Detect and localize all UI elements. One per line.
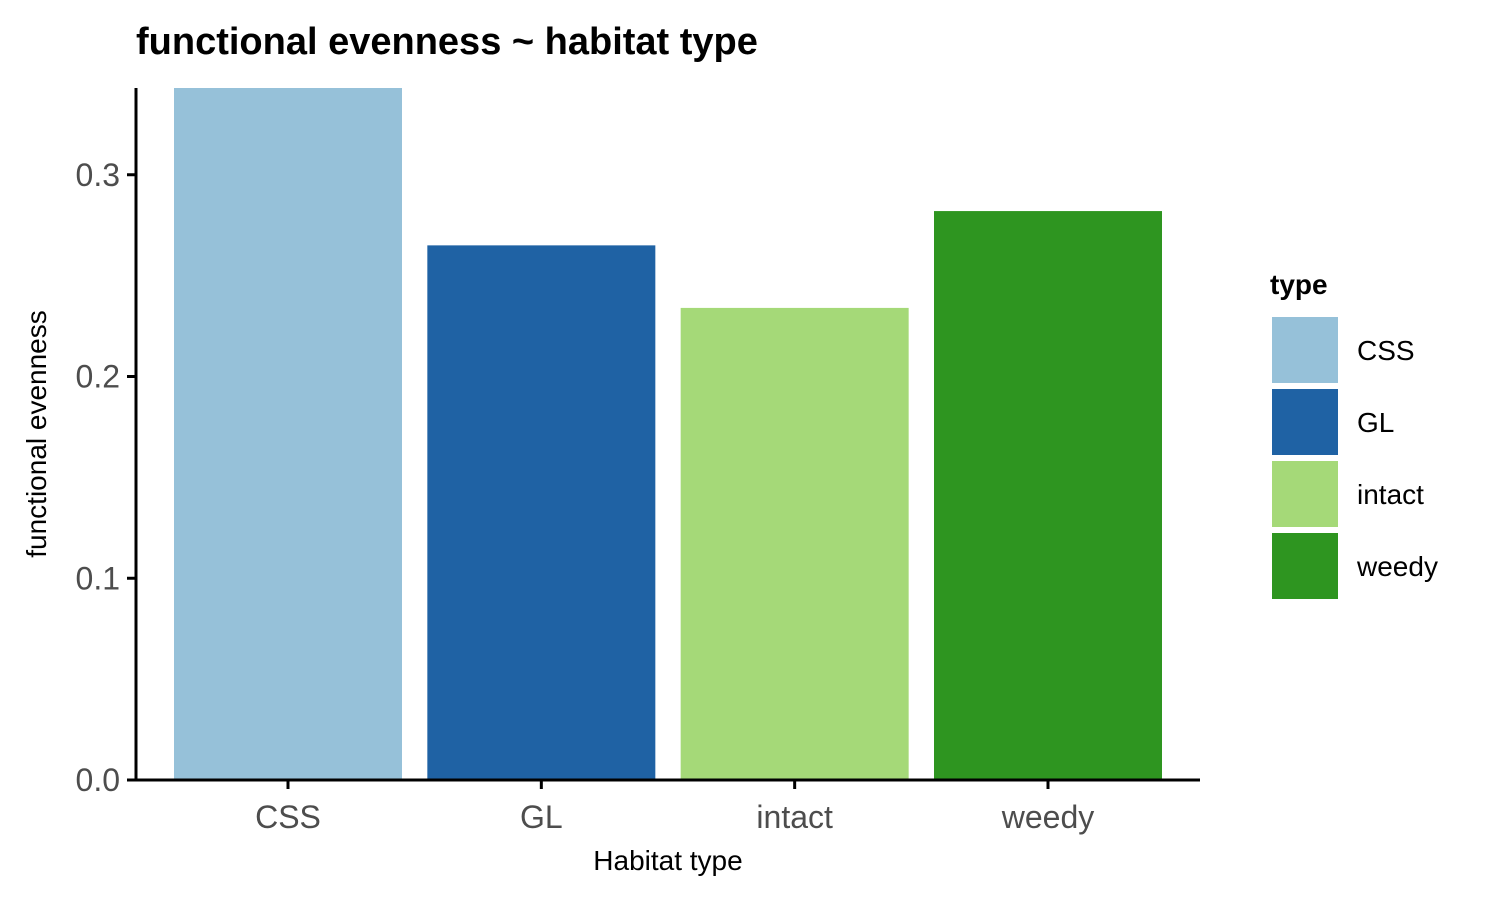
y-tick-label: 0.0: [76, 762, 120, 798]
y-tick-label: 0.3: [76, 157, 120, 193]
x-axis-title: Habitat type: [593, 845, 742, 876]
legend-label-css: CSS: [1357, 335, 1415, 366]
bars-group: [174, 88, 1162, 780]
bar-intact: [680, 307, 909, 780]
x-tick-label: intact: [756, 799, 833, 835]
y-ticks-group: 0.0 0.1 0.2 0.3: [76, 157, 136, 798]
legend-label-weedy: weedy: [1356, 551, 1438, 582]
x-tick-label: GL: [520, 799, 563, 835]
chart-title: functional evenness ~ habitat type: [136, 21, 758, 63]
bar-css: [174, 88, 402, 780]
y-axis-title: functional evenness: [21, 310, 52, 558]
axes-group: [134, 88, 1200, 782]
legend-key-weedy: [1272, 533, 1338, 599]
y-tick-label: 0.2: [76, 359, 120, 395]
legend-key-intact: [1272, 461, 1338, 527]
y-tick-label: 0.1: [76, 560, 120, 596]
x-ticks-group: CSS GL intact weedy: [255, 780, 1094, 835]
x-tick-label: weedy: [1001, 799, 1095, 835]
legend-key-css: [1272, 317, 1338, 383]
legend-title: type: [1270, 269, 1328, 300]
legend-key-gl: [1272, 389, 1338, 455]
x-tick-label: CSS: [255, 799, 321, 835]
bar-gl: [427, 245, 656, 780]
legend-label-intact: intact: [1357, 479, 1424, 510]
legend: type CSS GL intact weedy: [1270, 269, 1438, 599]
bar-weedy: [934, 211, 1162, 780]
legend-label-gl: GL: [1357, 407, 1394, 438]
